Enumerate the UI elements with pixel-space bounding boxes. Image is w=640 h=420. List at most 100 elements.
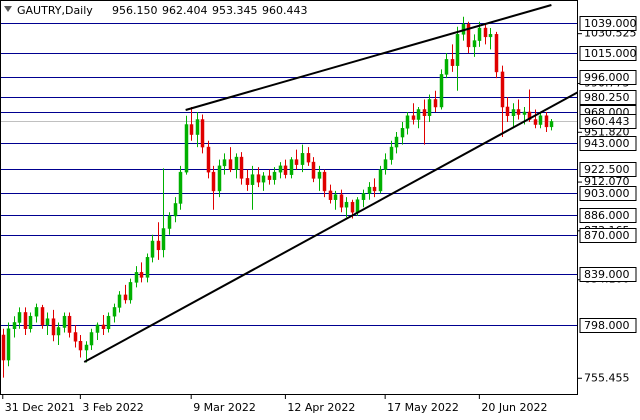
candle-body xyxy=(117,294,122,308)
trend-line xyxy=(185,4,552,111)
symbol-icon xyxy=(4,6,12,12)
candle-body xyxy=(455,34,460,66)
level-label: 798.000 xyxy=(584,319,630,332)
candle-body xyxy=(112,307,117,317)
level-label-box xyxy=(579,16,637,31)
candle-body xyxy=(40,307,45,326)
candle-body xyxy=(73,332,78,342)
candle-body xyxy=(6,328,11,361)
chart-title: GAUTRY,Daily xyxy=(17,4,93,17)
candle-body xyxy=(405,115,410,129)
candle-body xyxy=(51,318,56,336)
x-tick-label: 9 Mar 2022 xyxy=(193,401,256,414)
candle-body xyxy=(549,121,554,128)
candle-body xyxy=(300,153,305,165)
candle-body xyxy=(45,318,50,326)
candle-body xyxy=(250,174,255,185)
header-open: 956.150 xyxy=(112,4,158,17)
candle-body xyxy=(78,341,83,351)
candle-body xyxy=(289,159,294,175)
level-label-box xyxy=(579,70,637,85)
candle-body xyxy=(416,109,421,120)
candle-body xyxy=(156,240,161,251)
candle-body xyxy=(311,161,316,179)
candle-body xyxy=(12,322,17,329)
candle-body xyxy=(145,257,150,278)
candle-body xyxy=(505,106,510,117)
level-label-box xyxy=(579,136,637,151)
level-label-box xyxy=(579,46,637,61)
plot-area xyxy=(0,4,578,378)
candle-body xyxy=(411,115,416,120)
candle-body xyxy=(339,194,344,208)
candle-body xyxy=(200,119,205,148)
candle-body xyxy=(67,315,72,333)
candle-body xyxy=(89,332,94,346)
candle-body xyxy=(400,128,405,138)
candle-body xyxy=(101,324,106,329)
level-label: 903.000 xyxy=(584,187,630,200)
candle-body xyxy=(344,201,349,208)
candle-body xyxy=(34,307,39,317)
y-tick-label: 912.070 xyxy=(584,175,630,188)
candle-body xyxy=(350,201,355,213)
level-label-box xyxy=(579,267,637,282)
candle-body xyxy=(383,159,388,170)
candle-body xyxy=(1,334,6,361)
candle-body xyxy=(267,175,272,180)
candle-body xyxy=(261,175,266,183)
candle-body xyxy=(150,240,155,258)
candle-body xyxy=(427,99,432,117)
candle-body xyxy=(195,119,200,135)
candle-body xyxy=(444,59,449,75)
candle-body xyxy=(516,109,521,115)
level-label: 886.000 xyxy=(584,209,630,222)
candle-body xyxy=(139,272,144,278)
candle-body xyxy=(189,124,194,135)
candle-body xyxy=(317,171,322,179)
candle-body xyxy=(95,324,100,333)
x-tick-label: 17 May 2022 xyxy=(387,401,459,414)
candle-body xyxy=(544,115,549,128)
candle-body xyxy=(206,146,211,173)
candle-body xyxy=(167,215,172,229)
header-close: 960.443 xyxy=(262,4,308,17)
candle-body xyxy=(361,193,366,200)
candle-body xyxy=(123,294,128,301)
level-label-box xyxy=(579,90,637,105)
x-tick-label: 12 Apr 2022 xyxy=(287,401,355,414)
candle-body xyxy=(62,315,67,328)
level-label-box xyxy=(579,228,637,243)
x-tick-label: 31 Dec 2021 xyxy=(5,401,75,414)
candle-body xyxy=(239,156,244,179)
candle-body xyxy=(450,59,455,66)
candle-body xyxy=(23,312,28,329)
candle-body xyxy=(372,186,377,192)
candle-body xyxy=(328,190,333,200)
candle-body xyxy=(488,34,493,38)
candle-body xyxy=(17,312,22,323)
candle-body xyxy=(294,159,299,165)
x-tick-label: 20 Jun 2022 xyxy=(481,401,547,414)
candle-body xyxy=(211,171,216,192)
candle-body xyxy=(477,27,482,41)
candle-body xyxy=(472,40,477,48)
trend-line xyxy=(83,91,578,363)
candle-body xyxy=(272,171,277,180)
level-label: 980.250 xyxy=(584,91,630,104)
plot-frame xyxy=(0,0,578,395)
candle-body xyxy=(378,169,383,192)
candle-body xyxy=(533,119,538,125)
candle-body xyxy=(306,153,311,163)
chart-header: GAUTRY,Daily 956.150 962.404 953.345 960… xyxy=(4,4,308,17)
candle-body xyxy=(500,71,505,108)
level-label-box xyxy=(579,186,637,201)
level-label: 1039.000 xyxy=(584,17,637,30)
header-low: 953.345 xyxy=(212,4,258,17)
price-axis: 1030.525990.775951.820912.070873.165834.… xyxy=(578,16,637,384)
x-tick-label: 3 Feb 2022 xyxy=(82,401,143,414)
candle-body xyxy=(106,315,111,329)
candle-body xyxy=(84,344,89,351)
candle-body xyxy=(28,315,33,329)
candle-body xyxy=(333,194,338,200)
